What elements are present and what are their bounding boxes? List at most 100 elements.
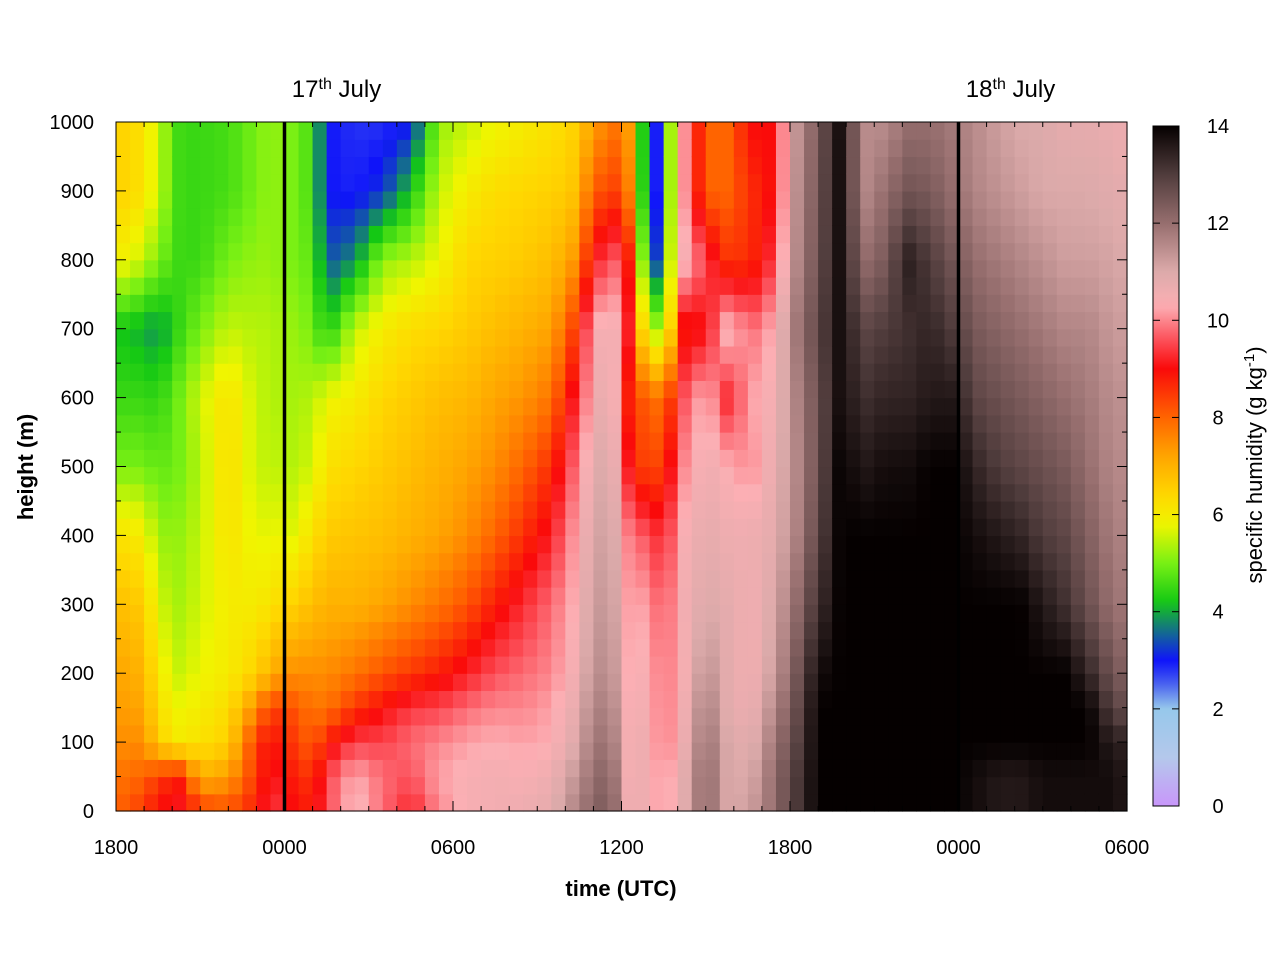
heatmap-cell <box>1056 259 1072 278</box>
heatmap-cell <box>565 277 580 295</box>
heatmap-cell <box>930 621 946 640</box>
heatmap-cell <box>410 759 426 778</box>
heatmap-cell <box>832 122 847 140</box>
heatmap-cell <box>1042 500 1058 519</box>
heatmap-cell <box>298 242 314 261</box>
heatmap-cell <box>312 724 328 743</box>
heatmap-cell <box>270 604 286 623</box>
heatmap-cell <box>888 190 903 209</box>
heatmap-cell <box>200 742 215 760</box>
heatmap-cell <box>256 449 272 468</box>
heatmap-cell <box>256 483 272 502</box>
heatmap-cell <box>649 311 665 330</box>
heatmap-cell <box>761 363 777 381</box>
heatmap-cell <box>284 759 300 778</box>
heatmap-cell <box>775 432 791 450</box>
heatmap-cell <box>691 776 707 795</box>
heatmap-cell <box>818 277 833 295</box>
heatmap-cell <box>200 139 215 158</box>
heatmap-cell <box>691 277 707 295</box>
heatmap-cell <box>1056 311 1072 330</box>
heatmap-cell <box>312 742 328 760</box>
heatmap-cell <box>719 397 735 416</box>
heatmap-cell <box>523 673 538 692</box>
heatmap-cell <box>368 500 384 519</box>
heatmap-cell <box>424 673 440 692</box>
heatmap-cell <box>481 156 496 175</box>
heatmap-cell <box>467 397 482 416</box>
heatmap-cell <box>733 569 749 588</box>
heatmap-cell <box>930 724 946 743</box>
heatmap-cell <box>593 242 609 261</box>
heatmap-cell <box>214 638 229 657</box>
heatmap-cell <box>284 638 300 657</box>
heatmap-cell <box>733 518 749 536</box>
heatmap-cell <box>396 380 412 399</box>
heatmap-cell <box>1112 742 1128 760</box>
heatmap-cell <box>691 742 707 760</box>
heatmap-cell <box>775 724 791 743</box>
heatmap-cell <box>818 776 833 795</box>
heatmap-cell <box>326 569 342 588</box>
heatmap-cell <box>888 311 903 330</box>
heatmap-cell <box>467 793 482 812</box>
heatmap-cell <box>663 621 679 640</box>
heatmap-cell <box>1070 432 1086 450</box>
heatmap-cell <box>733 449 749 468</box>
heatmap-cell <box>565 156 580 175</box>
heatmap-cell <box>663 449 679 468</box>
heatmap-cell <box>424 655 440 674</box>
heatmap-cell <box>733 500 749 519</box>
heatmap-cell <box>649 173 665 192</box>
heatmap-cell <box>593 535 609 554</box>
heatmap-cell <box>144 122 159 140</box>
heatmap-cell <box>396 414 412 433</box>
heatmap-cell <box>761 673 777 692</box>
heatmap-cell <box>972 724 988 743</box>
heatmap-cell <box>804 173 819 192</box>
heatmap-cell <box>382 242 398 261</box>
heatmap-cell <box>1056 363 1072 381</box>
heatmap-cell <box>1070 535 1086 554</box>
heatmap-cell <box>396 466 412 485</box>
heatmap-cell <box>621 380 637 399</box>
heatmap-cell <box>144 225 159 244</box>
heatmap-cell <box>874 208 889 226</box>
heatmap-cell <box>1112 345 1128 364</box>
heatmap-cell <box>228 587 243 605</box>
heatmap-cell <box>158 225 173 244</box>
heatmap-cell <box>930 277 946 295</box>
heatmap-cell <box>116 259 131 278</box>
heatmap-cell <box>677 139 693 158</box>
heatmap-cell <box>775 483 791 502</box>
heatmap-cell <box>200 673 215 692</box>
heatmap-cell <box>1000 518 1016 536</box>
heatmap-cell <box>242 604 258 623</box>
heatmap-cell <box>186 311 201 330</box>
heatmap-cell <box>747 655 763 674</box>
heatmap-cell <box>790 690 805 709</box>
heatmap-cell <box>144 759 159 778</box>
heatmap-cell <box>1084 483 1100 502</box>
heatmap-cell <box>481 759 496 778</box>
heatmap-cell <box>593 208 609 226</box>
heatmap-cell <box>509 483 524 502</box>
heatmap-cell <box>705 173 721 192</box>
heatmap-cell <box>186 483 201 502</box>
heatmap-cell <box>1084 638 1100 657</box>
heatmap-cell <box>804 466 819 485</box>
heatmap-cell <box>1084 277 1100 295</box>
heatmap-cell <box>705 139 721 158</box>
heatmap-cell <box>495 156 510 175</box>
heatmap-cell <box>326 328 342 347</box>
heatmap-cell <box>1028 122 1044 140</box>
heatmap-cell <box>902 673 917 692</box>
heatmap-cell <box>860 242 875 261</box>
heatmap-cell <box>396 311 412 330</box>
heatmap-cell <box>340 225 356 244</box>
heatmap-cell <box>228 552 243 571</box>
heatmap-cell <box>565 432 580 450</box>
heatmap-cell <box>200 707 215 726</box>
heatmap-cell <box>481 518 496 536</box>
